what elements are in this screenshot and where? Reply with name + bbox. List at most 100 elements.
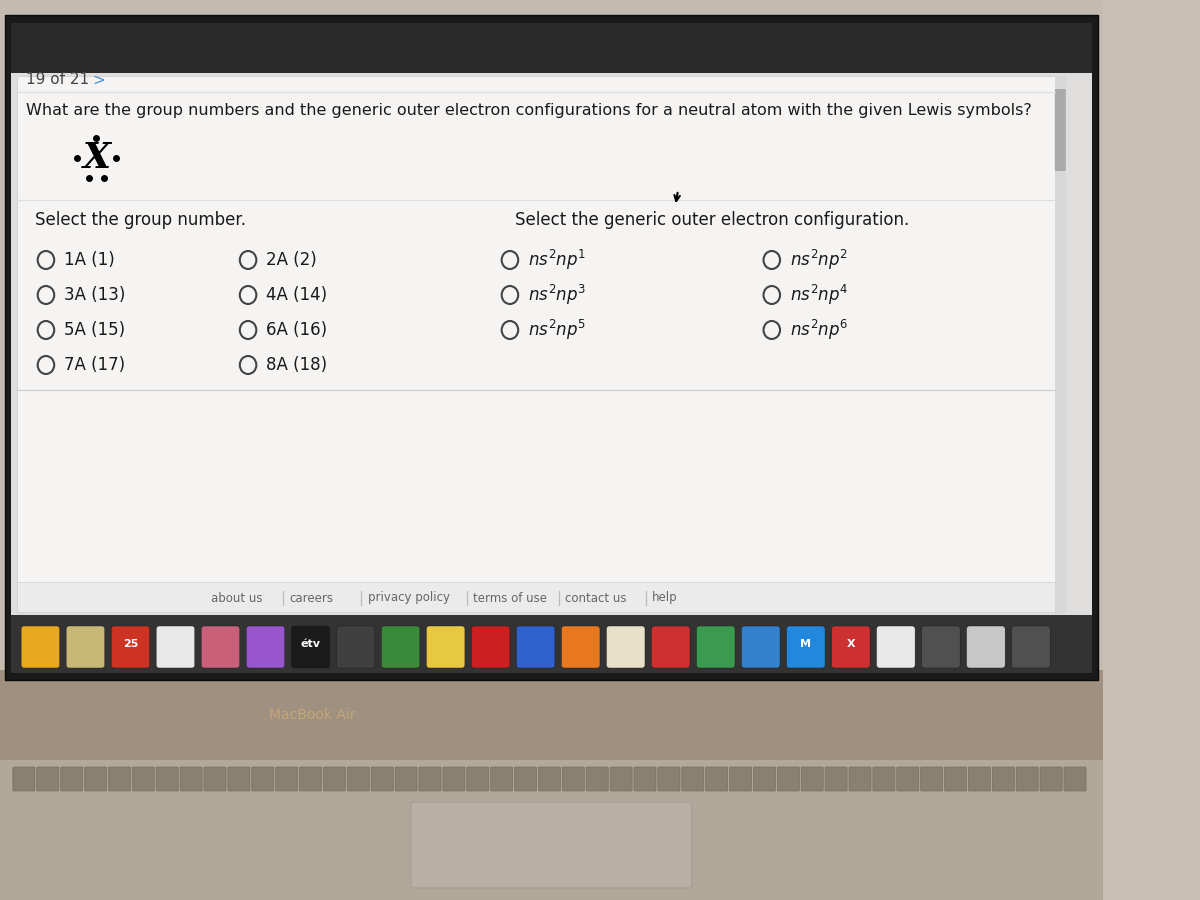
FancyBboxPatch shape (802, 767, 823, 791)
FancyBboxPatch shape (11, 73, 1092, 673)
Text: MacBook Air: MacBook Air (269, 708, 355, 722)
FancyBboxPatch shape (515, 767, 536, 791)
Text: Select the group number.: Select the group number. (35, 211, 246, 229)
FancyBboxPatch shape (292, 626, 330, 668)
FancyBboxPatch shape (682, 767, 703, 791)
FancyBboxPatch shape (395, 767, 418, 791)
Text: 25: 25 (122, 639, 138, 649)
FancyBboxPatch shape (778, 767, 799, 791)
FancyBboxPatch shape (896, 767, 919, 791)
FancyBboxPatch shape (419, 767, 442, 791)
FancyBboxPatch shape (300, 767, 322, 791)
FancyBboxPatch shape (426, 626, 464, 668)
FancyBboxPatch shape (324, 767, 346, 791)
FancyBboxPatch shape (443, 767, 464, 791)
Text: terms of use: terms of use (473, 591, 547, 605)
FancyBboxPatch shape (0, 760, 1103, 900)
FancyBboxPatch shape (66, 626, 104, 668)
FancyBboxPatch shape (11, 23, 1092, 673)
FancyBboxPatch shape (1012, 626, 1050, 668)
FancyBboxPatch shape (472, 626, 510, 668)
FancyBboxPatch shape (371, 767, 394, 791)
FancyBboxPatch shape (652, 626, 690, 668)
FancyBboxPatch shape (706, 767, 727, 791)
FancyBboxPatch shape (966, 626, 1006, 668)
FancyBboxPatch shape (968, 767, 990, 791)
FancyBboxPatch shape (634, 767, 656, 791)
FancyBboxPatch shape (563, 767, 584, 791)
FancyBboxPatch shape (37, 767, 59, 791)
Text: M: M (800, 639, 811, 649)
FancyBboxPatch shape (876, 626, 916, 668)
FancyBboxPatch shape (1055, 76, 1066, 612)
Text: X: X (846, 639, 856, 649)
Text: 1A (1): 1A (1) (65, 251, 115, 269)
Text: $ns^2np^4$: $ns^2np^4$ (790, 283, 848, 307)
Text: 19 of 21: 19 of 21 (25, 73, 89, 87)
FancyBboxPatch shape (410, 802, 692, 888)
FancyBboxPatch shape (156, 626, 194, 668)
FancyBboxPatch shape (1055, 89, 1066, 171)
FancyBboxPatch shape (0, 0, 1103, 900)
FancyBboxPatch shape (276, 767, 298, 791)
FancyBboxPatch shape (112, 626, 150, 668)
Text: Select the generic outer electron configuration.: Select the generic outer electron config… (515, 211, 908, 229)
FancyBboxPatch shape (180, 767, 202, 791)
FancyBboxPatch shape (11, 615, 1092, 673)
FancyBboxPatch shape (586, 767, 608, 791)
Text: 5A (15): 5A (15) (65, 321, 126, 339)
Text: careers: careers (289, 591, 334, 605)
FancyBboxPatch shape (610, 767, 632, 791)
Text: 3A (13): 3A (13) (65, 286, 126, 304)
Text: 4A (14): 4A (14) (266, 286, 328, 304)
FancyBboxPatch shape (1040, 767, 1062, 791)
FancyBboxPatch shape (228, 767, 250, 791)
FancyBboxPatch shape (108, 767, 131, 791)
Text: contact us: contact us (565, 591, 626, 605)
FancyBboxPatch shape (17, 582, 1055, 612)
FancyBboxPatch shape (658, 767, 680, 791)
FancyBboxPatch shape (252, 767, 274, 791)
FancyBboxPatch shape (920, 767, 943, 791)
FancyBboxPatch shape (84, 767, 107, 791)
Text: 7A (17): 7A (17) (65, 356, 126, 374)
FancyBboxPatch shape (246, 626, 284, 668)
FancyBboxPatch shape (61, 767, 83, 791)
FancyBboxPatch shape (944, 767, 966, 791)
FancyBboxPatch shape (156, 767, 179, 791)
FancyBboxPatch shape (0, 670, 1103, 900)
Text: $ns^2np^6$: $ns^2np^6$ (790, 318, 848, 342)
Text: 8A (18): 8A (18) (266, 356, 328, 374)
Text: about us: about us (211, 591, 263, 605)
FancyBboxPatch shape (786, 626, 826, 668)
FancyBboxPatch shape (922, 626, 960, 668)
FancyBboxPatch shape (754, 767, 775, 791)
FancyBboxPatch shape (516, 626, 554, 668)
FancyBboxPatch shape (1064, 767, 1086, 791)
Text: $ns^2np^2$: $ns^2np^2$ (790, 248, 848, 272)
FancyBboxPatch shape (347, 767, 370, 791)
FancyBboxPatch shape (467, 767, 488, 791)
Text: privacy policy: privacy policy (367, 591, 450, 605)
Text: 6A (16): 6A (16) (266, 321, 328, 339)
FancyBboxPatch shape (204, 767, 226, 791)
Text: What are the group numbers and the generic outer electron configurations for a n: What are the group numbers and the gener… (25, 103, 1032, 118)
Text: help: help (653, 591, 678, 605)
FancyBboxPatch shape (742, 626, 780, 668)
FancyBboxPatch shape (202, 626, 240, 668)
Text: $ns^2np^3$: $ns^2np^3$ (528, 283, 587, 307)
FancyBboxPatch shape (22, 626, 60, 668)
FancyBboxPatch shape (13, 767, 35, 791)
FancyBboxPatch shape (1016, 767, 1038, 791)
Text: $ns^2np^1$: $ns^2np^1$ (528, 248, 587, 272)
FancyBboxPatch shape (872, 767, 895, 791)
FancyBboxPatch shape (382, 626, 420, 668)
FancyBboxPatch shape (336, 626, 374, 668)
FancyBboxPatch shape (992, 767, 1014, 791)
FancyBboxPatch shape (132, 767, 155, 791)
FancyBboxPatch shape (5, 15, 1098, 680)
FancyBboxPatch shape (562, 626, 600, 668)
Text: 2A (2): 2A (2) (266, 251, 317, 269)
FancyBboxPatch shape (491, 767, 512, 791)
FancyBboxPatch shape (606, 626, 644, 668)
